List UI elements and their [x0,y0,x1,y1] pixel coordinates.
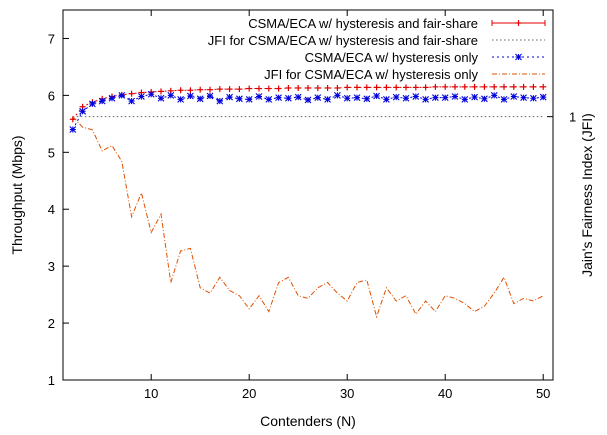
y-axis-label: Throughput (Mbps) [9,135,25,254]
y-tick-label: 5 [48,145,55,160]
y-tick-label: 3 [48,259,55,274]
star-point [157,94,165,102]
legend-label: CSMA/ECA w/ hysteresis and fair-share [248,16,478,31]
x-tick-label: 20 [242,386,256,401]
star-point [89,100,96,108]
star-point [108,94,116,102]
star-point [314,94,322,102]
star-point [515,53,522,61]
star-point [304,96,312,104]
legend-item-3: CSMA/ECA w/ hysteresis only [305,50,545,65]
star-point [353,94,361,102]
legend: CSMA/ECA w/ hysteresis and fair-share JFI… [208,16,546,82]
axis-ticks: 10 20 30 40 50 1 2 3 4 5 6 7 1 [48,10,576,401]
legend-item-2: JFI for CSMA/ECA w/ hysteresis and fair-… [208,33,545,48]
y-tick-label: 1 [48,373,55,388]
series-4 [72,116,544,319]
star-point [265,95,273,103]
legend-item-4: JFI for CSMA/ECA w/ hysteresis only [264,67,545,82]
star-point [147,90,155,98]
star-point [206,92,214,100]
star-point [402,94,410,102]
star-point [441,94,449,102]
star-point [138,93,145,100]
star-point [167,91,175,99]
star-point [275,94,282,102]
star-point [79,107,86,115]
legend-label: JFI for CSMA/ECA w/ hysteresis only [264,67,478,82]
star-point [373,92,380,100]
star-point [392,93,400,101]
x-tick-label: 40 [438,386,452,401]
legend-item-1: CSMA/ECA w/ hysteresis and fair-share [248,16,546,31]
y-tick-label: 6 [48,88,55,103]
star-point [294,93,302,101]
series-line [72,116,544,319]
series-layer [69,83,547,319]
star-point [98,97,106,105]
x-axis-label: Contenders (N) [260,413,356,429]
star-point [177,95,184,103]
star-point [490,91,498,99]
star-point [539,93,547,101]
star-point [530,94,537,102]
series-3 [69,90,547,133]
x-tick-label: 30 [340,386,354,401]
y-tick-label: 2 [48,316,55,331]
star-point [226,93,233,101]
y2-tick-label: 1 [569,110,576,125]
star-point [451,93,459,100]
star-point [412,93,420,100]
star-point [196,95,204,103]
star-point [343,94,351,102]
star-point [520,94,527,102]
star-point [432,94,439,102]
star-point [236,95,243,103]
star-point [422,95,429,103]
star-point [363,95,371,103]
legend-label: JFI for CSMA/ECA w/ hysteresis and fair-… [208,33,478,48]
star-point [118,91,126,99]
star-point [383,95,390,103]
star-point [334,91,341,99]
star-point [245,95,253,103]
star-point [187,92,194,100]
star-point [324,95,331,103]
star-point [216,97,224,105]
star-point [510,93,518,100]
star-point [128,97,135,105]
star-point [255,93,263,100]
y-tick-label: 4 [48,202,55,217]
y2-axis-label: Jain's Fairness Index (JFI) [579,113,595,277]
y-tick-label: 7 [48,31,55,46]
star-point [481,95,488,103]
star-point [461,95,469,103]
plot-frame [62,9,554,381]
legend-label: CSMA/ECA w/ hysteresis only [305,50,479,65]
star-point [500,95,508,103]
x-tick-label: 10 [144,386,158,401]
star-point [285,94,292,102]
x-tick-label: 50 [536,386,550,401]
star-point [69,126,77,133]
series-line [72,86,544,120]
star-point [471,93,478,101]
